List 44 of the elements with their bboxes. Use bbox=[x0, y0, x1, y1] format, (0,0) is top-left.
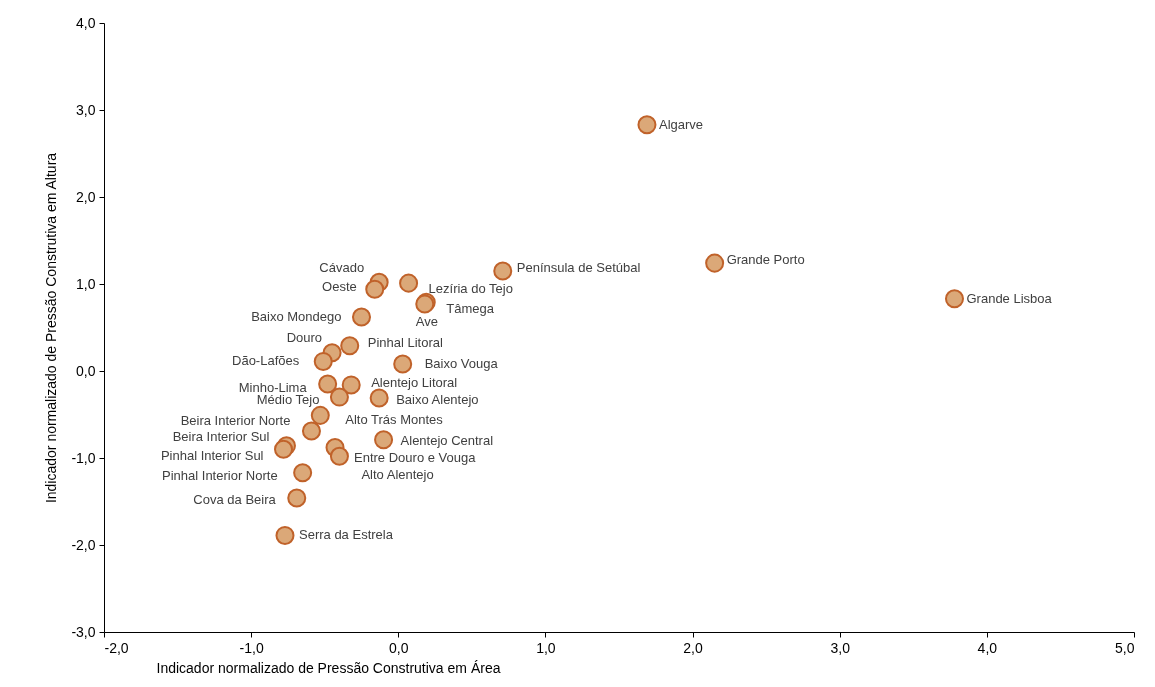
annotation: Grande Lisboa bbox=[966, 290, 1053, 306]
y-tick-label: 0,0 bbox=[76, 362, 96, 379]
x-tick-label: 4,0 bbox=[977, 639, 998, 656]
y-tick-label: -2,0 bbox=[71, 536, 96, 553]
annotation: Beira Interior Sul bbox=[172, 428, 270, 444]
annotation: Baixo Alentejo bbox=[396, 391, 479, 407]
annotation: Cova da Beira bbox=[193, 492, 277, 508]
x-tick-label: 0,0 bbox=[389, 639, 409, 656]
annotation: Baixo Vouga bbox=[424, 356, 499, 372]
annotation: Baixo Mondego bbox=[251, 309, 342, 325]
annotation: Alto Alentejo bbox=[361, 467, 434, 483]
x-tick-label: 1,0 bbox=[536, 639, 556, 656]
annotation: Alentejo Central bbox=[400, 432, 494, 448]
x-tick-label: 5,0 bbox=[1115, 639, 1135, 656]
annotation: Algarve bbox=[658, 116, 704, 132]
annotation: Beira Interior Norte bbox=[180, 413, 291, 429]
y-tick-label: -3,0 bbox=[71, 623, 96, 640]
y-tick-label: 2,0 bbox=[76, 188, 96, 205]
x-tick-label: 3,0 bbox=[830, 639, 851, 656]
annotation: Dão-Lafões bbox=[232, 353, 300, 369]
x-axis-title: Indicador normalizado de Pressão Construtiva em Área bbox=[156, 659, 501, 676]
y-tick-label: -1,0 bbox=[71, 449, 96, 466]
x-tick-label: -1,0 bbox=[239, 639, 264, 656]
y-tick-label: 4,0 bbox=[76, 14, 96, 31]
y-axis-title: Indicador normalizado de Pressão Construtiva em Altura bbox=[43, 152, 60, 504]
x-tick-label: 2,0 bbox=[683, 639, 704, 656]
annotation: Cávado bbox=[319, 260, 365, 276]
y-tick-label: 1,0 bbox=[76, 275, 96, 292]
annotation: Grande Porto bbox=[726, 252, 805, 268]
y-tick-label: 3,0 bbox=[76, 101, 96, 118]
annotation: Pinhal Interior Sul bbox=[160, 448, 264, 464]
annotation: Tâmega bbox=[446, 301, 495, 317]
annotation: Pinhal Litoral bbox=[367, 334, 443, 350]
annotation: Lezíria do Tejo bbox=[428, 281, 513, 297]
annotation: Ave bbox=[415, 314, 438, 330]
x-tick-label: -2,0 bbox=[104, 639, 129, 656]
annotation: Serra da Estrela bbox=[298, 527, 394, 543]
annotation: Pinhal Interior Norte bbox=[162, 467, 278, 483]
annotation: Oeste bbox=[322, 279, 357, 295]
annotation: Alentejo Litoral bbox=[371, 374, 458, 390]
annotation: Entre Douro e Vouga bbox=[354, 449, 477, 465]
annotation: Alto Trás Montes bbox=[345, 412, 444, 428]
annotation: Douro bbox=[286, 329, 323, 345]
annotation: Península de Setúbal bbox=[516, 259, 641, 275]
